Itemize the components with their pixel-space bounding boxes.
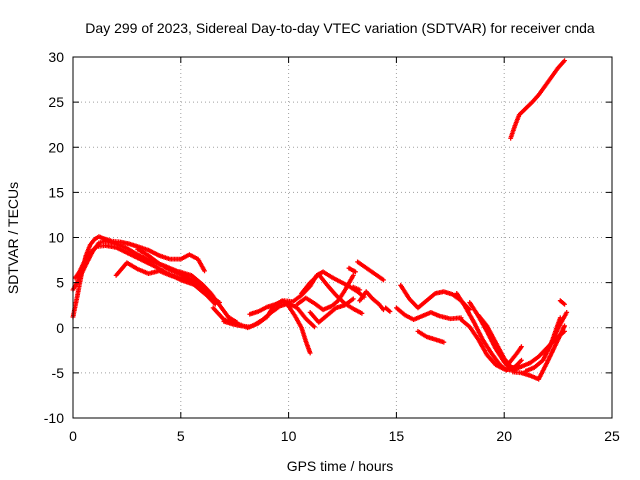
x-tick-label: 20 (496, 428, 512, 444)
x-axis-ticks: 0 5 10 15 20 25 (69, 57, 620, 444)
x-axis-label: GPS time / hours (287, 458, 394, 474)
series-track-m (355, 259, 386, 283)
series-track-p (415, 328, 447, 345)
x-tick-label: 5 (177, 428, 185, 444)
y-tick-label: 15 (48, 184, 64, 200)
series-track-j (294, 273, 356, 313)
series-track-v (510, 323, 567, 382)
y-tick-label: -5 (52, 365, 65, 381)
series-track-t (475, 312, 524, 372)
y-axis-ticks: -10 -5 0 5 10 15 20 25 30 (44, 49, 612, 426)
x-tick-label: 15 (389, 428, 405, 444)
data-series (70, 58, 570, 382)
y-axis-label: SDTVAR / TECUs (5, 182, 21, 294)
x-tick-label: 0 (69, 428, 77, 444)
y-tick-label: -10 (44, 410, 64, 426)
series-track-z4 (346, 265, 358, 275)
series-track-n (394, 305, 464, 323)
y-tick-label: 0 (56, 320, 64, 336)
series-track-e (135, 246, 212, 295)
series-track-l (357, 289, 386, 313)
series-track-z2 (350, 284, 363, 293)
series-track-h (247, 269, 367, 317)
series-track-z (508, 58, 567, 141)
y-tick-label: 25 (48, 94, 64, 110)
chart-title: Day 299 of 2023, Sidereal Day-to-day VTE… (85, 20, 595, 36)
series-track-u (506, 344, 524, 367)
series-track-z3 (383, 305, 393, 314)
y-tick-label: 20 (48, 139, 64, 155)
y-tick-label: 30 (48, 49, 64, 65)
y-tick-label: 10 (48, 230, 64, 246)
x-tick-label: 25 (604, 428, 620, 444)
x-tick-label: 10 (281, 428, 297, 444)
series-track-r (454, 291, 516, 373)
series-track-k (307, 296, 356, 325)
series-track-y (557, 298, 567, 307)
series-track-x (544, 310, 570, 354)
y-tick-label: 5 (56, 275, 64, 291)
